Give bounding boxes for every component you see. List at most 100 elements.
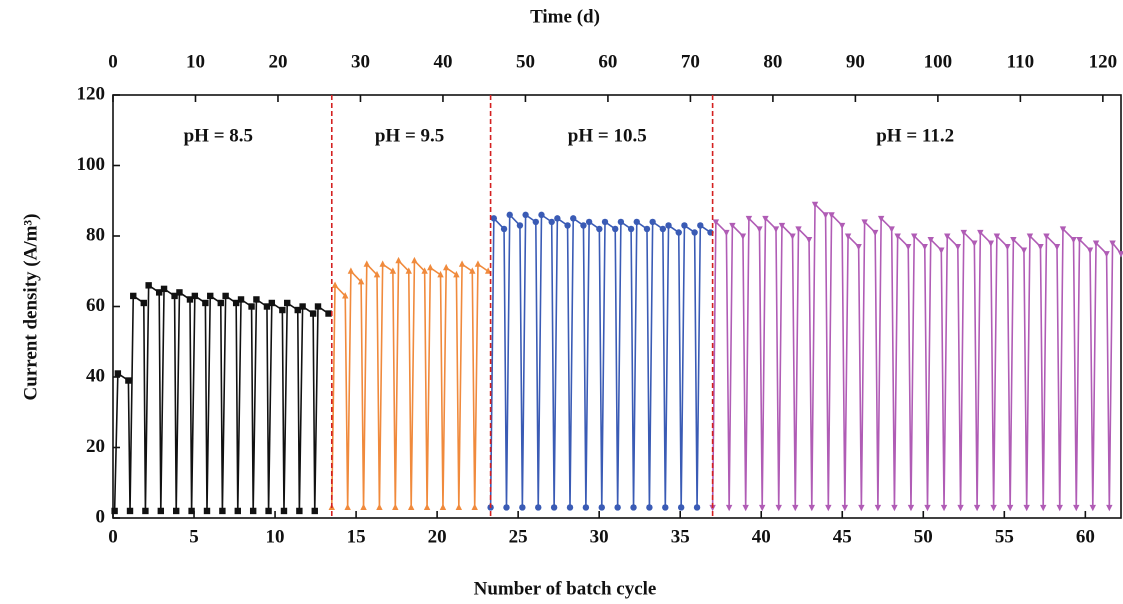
marker <box>500 225 508 233</box>
marker <box>265 507 272 515</box>
annotation: pH = 11.2 <box>876 126 954 147</box>
marker <box>427 263 434 271</box>
marker <box>1043 233 1050 240</box>
marker <box>532 218 540 226</box>
y-tick-label: 20 <box>86 436 105 457</box>
marker <box>423 503 431 510</box>
marker <box>681 222 688 229</box>
marker <box>855 244 862 251</box>
marker <box>1023 504 1030 512</box>
x2-tick-label: 30 <box>351 51 370 72</box>
marker <box>659 225 667 233</box>
x-tick-label: 55 <box>995 526 1014 547</box>
marker <box>677 504 685 511</box>
y-tick-label: 0 <box>96 506 106 527</box>
marker <box>675 229 682 236</box>
marker <box>874 504 882 512</box>
marker <box>1076 236 1083 244</box>
marker <box>519 504 526 511</box>
y-tick-label: 120 <box>77 83 106 104</box>
marker <box>861 219 868 226</box>
marker <box>907 504 915 512</box>
x-tick-label: 15 <box>347 526 366 547</box>
marker <box>841 504 849 512</box>
marker <box>838 222 846 230</box>
marker <box>347 267 355 274</box>
marker <box>363 260 370 267</box>
marker <box>825 504 832 512</box>
marker <box>421 267 428 274</box>
series-line <box>489 212 711 508</box>
marker <box>789 233 796 240</box>
marker <box>474 260 482 267</box>
marker <box>111 507 118 515</box>
x-tick-label: 40 <box>752 526 771 547</box>
marker <box>693 504 701 511</box>
marker <box>894 233 901 240</box>
marker <box>284 299 291 307</box>
marker <box>1026 233 1034 240</box>
marker <box>1089 504 1097 512</box>
marker <box>186 296 194 303</box>
marker <box>157 507 165 515</box>
marker <box>506 211 513 219</box>
marker <box>778 222 786 230</box>
marker <box>176 289 183 296</box>
marker <box>263 303 271 310</box>
marker <box>987 240 995 247</box>
marker <box>775 504 782 512</box>
marker <box>811 201 819 209</box>
marker <box>1109 240 1116 247</box>
marker <box>633 218 640 226</box>
marker <box>762 215 769 223</box>
x-tick-label: 25 <box>509 526 528 547</box>
y-tick-label: 100 <box>77 154 106 175</box>
marker <box>522 211 529 219</box>
marker <box>234 507 241 515</box>
series-line <box>330 258 489 508</box>
x-tick-label: 5 <box>189 526 199 547</box>
marker <box>125 377 132 384</box>
marker <box>712 219 720 226</box>
marker <box>207 292 214 300</box>
x-tick-label: 50 <box>914 526 933 547</box>
marker <box>142 507 149 515</box>
marker <box>1103 251 1110 258</box>
marker <box>202 299 209 307</box>
marker <box>554 215 561 222</box>
y-tick-label: 60 <box>86 295 105 316</box>
marker <box>155 289 163 296</box>
marker <box>973 504 981 512</box>
marker <box>742 504 749 512</box>
marker <box>612 225 619 233</box>
marker <box>1117 251 1123 258</box>
marker <box>709 504 716 512</box>
marker <box>222 292 229 300</box>
marker <box>314 303 322 310</box>
marker <box>646 504 653 511</box>
marker <box>407 503 415 510</box>
marker <box>469 267 476 274</box>
marker <box>745 215 753 223</box>
marker <box>617 218 625 226</box>
series-line <box>711 202 1122 508</box>
x2-tick-label: 60 <box>598 51 617 72</box>
marker <box>614 504 621 511</box>
annotation: pH = 9.5 <box>375 126 444 147</box>
marker <box>649 218 656 226</box>
annotation: pH = 10.5 <box>568 126 647 147</box>
marker <box>484 267 492 274</box>
marker <box>759 504 766 512</box>
marker <box>311 507 318 515</box>
marker <box>516 222 524 229</box>
x2-tick-label: 120 <box>1089 51 1118 72</box>
marker <box>458 260 466 267</box>
marker <box>360 503 367 510</box>
series-line <box>113 283 329 511</box>
marker <box>971 240 978 247</box>
marker <box>630 504 637 511</box>
marker <box>294 306 301 314</box>
x-tick-label: 10 <box>266 526 285 547</box>
marker <box>471 503 478 510</box>
